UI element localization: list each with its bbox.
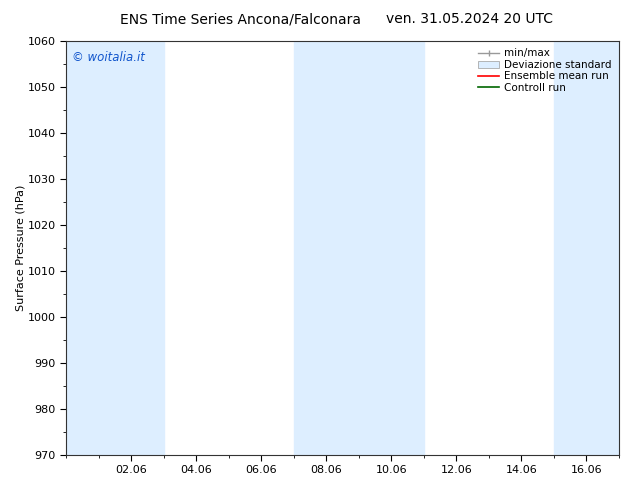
Bar [67, 41, 164, 455]
Y-axis label: Surface Pressure (hPa): Surface Pressure (hPa) [15, 185, 25, 311]
Text: ven. 31.05.2024 20 UTC: ven. 31.05.2024 20 UTC [385, 12, 553, 26]
Legend: min/max, Deviazione standard, Ensemble mean run, Controll run: min/max, Deviazione standard, Ensemble m… [476, 46, 614, 95]
Text: ENS Time Series Ancona/Falconara: ENS Time Series Ancona/Falconara [120, 12, 361, 26]
Bar [554, 41, 619, 455]
Text: © woitalia.it: © woitalia.it [72, 51, 145, 64]
Bar [359, 41, 424, 455]
Bar [294, 41, 359, 455]
